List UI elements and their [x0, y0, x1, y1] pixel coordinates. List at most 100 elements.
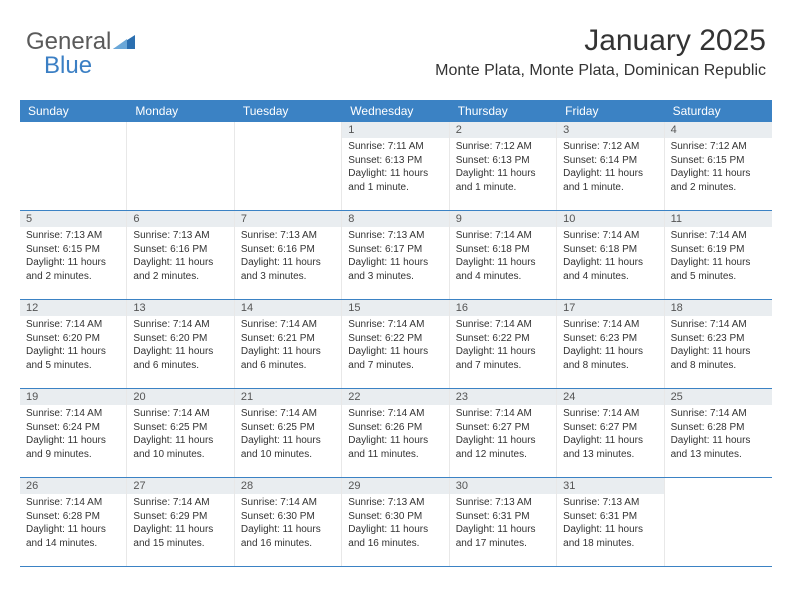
date-number: 4: [665, 122, 772, 138]
day-header: Saturday: [665, 100, 772, 122]
day-cell: 25 Sunrise: 7:14 AMSunset: 6:28 PMDayligh…: [665, 389, 772, 477]
sun-info: Sunrise: 7:14 AMSunset: 6:20 PMDaylight:…: [133, 318, 227, 372]
sunrise-line: Sunrise: 7:11 AM: [348, 140, 442, 154]
day-cell: 26Sunrise: 7:14 AMSunset: 6:28 PMDayligh…: [20, 478, 127, 566]
sunrise-line: Sunrise: 7:14 AM: [456, 407, 550, 421]
date-number: 26: [20, 478, 126, 494]
sunrise-line: Sunrise: 7:14 AM: [241, 407, 335, 421]
sunset-line: Sunset: 6:25 PM: [241, 421, 335, 435]
day-cell: 18Sunrise: 7:14 AMSunset: 6:23 PMDayligh…: [665, 300, 772, 388]
day-cell: 11Sunrise: 7:14 AMSunset: 6:19 PMDayligh…: [665, 211, 772, 299]
date-number: 14: [235, 300, 341, 316]
day-cell: [127, 122, 234, 210]
sunrise-line: Sunrise: 7:13 AM: [563, 496, 657, 510]
date-number: 25: [665, 389, 772, 405]
daylight-line: Daylight: 11 hours and 16 minutes.: [241, 523, 335, 550]
weeks-container: 1Sunrise: 7:11 AMSunset: 6:13 PMDaylight…: [20, 122, 772, 567]
day-cell: 16 Sunrise: 7:14 AMSunset: 6:22 PMDayligh…: [450, 300, 557, 388]
sunset-line: Sunset: 6:17 PM: [348, 243, 442, 257]
sunrise-line: Sunrise: 7:14 AM: [456, 229, 550, 243]
sunrise-line: Sunrise: 7:12 AM: [671, 140, 766, 154]
date-number: [235, 122, 341, 126]
date-number: 19: [20, 389, 126, 405]
week-row: 19Sunrise: 7:14 AMSunset: 6:24 PMDayligh…: [20, 389, 772, 478]
day-cell: 30Sunrise: 7:13 AMSunset: 6:31 PMDayligh…: [450, 478, 557, 566]
day-cell: 2Sunrise: 7:12 AMSunset: 6:13 PMDaylight…: [450, 122, 557, 210]
sun-info: Sunrise: 7:14 AMSunset: 6:21 PMDaylight:…: [241, 318, 335, 372]
day-header: Monday: [127, 100, 234, 122]
date-number: 28: [235, 478, 341, 494]
daylight-line: Daylight: 11 hours and 1 minute.: [348, 167, 442, 194]
calendar: Sunday Monday Tuesday Wednesday Thursday…: [20, 100, 772, 567]
date-number: 22: [342, 389, 448, 405]
logo-triangle-icon: [113, 31, 135, 54]
daylight-line: Daylight: 11 hours and 5 minutes.: [671, 256, 766, 283]
sun-info: Sunrise: 7:13 AMSunset: 6:31 PMDaylight:…: [563, 496, 657, 550]
sunrise-line: Sunrise: 7:14 AM: [671, 318, 766, 332]
sunset-line: Sunset: 6:24 PM: [26, 421, 120, 435]
day-cell: 27 Sunrise: 7:14 AMSunset: 6:29 PMDayligh…: [127, 478, 234, 566]
sun-info: Sunrise: 7:13 AMSunset: 6:16 PMDaylight:…: [133, 229, 227, 283]
daylight-line: Daylight: 11 hours and 9 minutes.: [26, 434, 120, 461]
date-number: 5: [20, 211, 126, 227]
sunset-line: Sunset: 6:25 PM: [133, 421, 227, 435]
sunset-line: Sunset: 6:28 PM: [671, 421, 766, 435]
daylight-line: Daylight: 11 hours and 16 minutes.: [348, 523, 442, 550]
sunrise-line: Sunrise: 7:14 AM: [563, 318, 657, 332]
date-number: 12: [20, 300, 126, 316]
sunset-line: Sunset: 6:23 PM: [563, 332, 657, 346]
week-row: 12 Sunrise: 7:14 AMSunset: 6:20 PMDayligh…: [20, 300, 772, 389]
sun-info: Sunrise: 7:14 AMSunset: 6:25 PMDaylight:…: [133, 407, 227, 461]
day-cell: 13Sunrise: 7:14 AMSunset: 6:20 PMDayligh…: [127, 300, 234, 388]
day-header: Tuesday: [235, 100, 342, 122]
daylight-line: Daylight: 11 hours and 8 minutes.: [563, 345, 657, 372]
date-number: 31: [557, 478, 663, 494]
daylight-line: Daylight: 11 hours and 15 minutes.: [133, 523, 227, 550]
date-number: 3: [557, 122, 663, 138]
daylight-line: Daylight: 11 hours and 18 minutes.: [563, 523, 657, 550]
day-cell: 23Sunrise: 7:14 AMSunset: 6:27 PMDayligh…: [450, 389, 557, 477]
sun-info: Sunrise: 7:14 AMSunset: 6:22 PMDaylight:…: [348, 318, 442, 372]
sunset-line: Sunset: 6:28 PM: [26, 510, 120, 524]
day-header: Sunday: [20, 100, 127, 122]
day-cell: 29Sunrise: 7:13 AMSunset: 6:30 PMDayligh…: [342, 478, 449, 566]
sun-info: Sunrise: 7:12 AMSunset: 6:14 PMDaylight:…: [563, 140, 657, 194]
sunset-line: Sunset: 6:26 PM: [348, 421, 442, 435]
date-number: 7: [235, 211, 341, 227]
daylight-line: Daylight: 11 hours and 10 minutes.: [241, 434, 335, 461]
date-number: 8: [342, 211, 448, 227]
day-cell: 12Sunrise: 7:14 AMSunset: 6:20 PMDayligh…: [20, 300, 127, 388]
daylight-line: Daylight: 11 hours and 10 minutes.: [133, 434, 227, 461]
sun-info: Sunrise: 7:14 AMSunset: 6:29 PMDaylight:…: [133, 496, 227, 550]
sun-info: Sunrise: 7:14 AMSunset: 6:23 PMDaylight:…: [563, 318, 657, 372]
week-row: 1Sunrise: 7:11 AMSunset: 6:13 PMDaylight…: [20, 122, 772, 211]
day-cell: [235, 122, 342, 210]
day-cell: [20, 122, 127, 210]
sun-info: Sunrise: 7:13 AMSunset: 6:31 PMDaylight:…: [456, 496, 550, 550]
day-cell: 9Sunrise: 7:14 AMSunset: 6:18 PMDaylight…: [450, 211, 557, 299]
sun-info: Sunrise: 7:13 AMSunset: 6:30 PMDaylight:…: [348, 496, 442, 550]
date-number: 16: [450, 300, 556, 316]
day-cell: 14 Sunrise: 7:14 AMSunset: 6:21 PMDayligh…: [235, 300, 342, 388]
sun-info: Sunrise: 7:14 AMSunset: 6:28 PMDaylight:…: [671, 407, 766, 461]
sunrise-line: Sunrise: 7:14 AM: [133, 496, 227, 510]
sunrise-line: Sunrise: 7:14 AM: [348, 318, 442, 332]
daylight-line: Daylight: 11 hours and 2 minutes.: [671, 167, 766, 194]
day-cell: [665, 478, 772, 566]
date-number: 23: [450, 389, 556, 405]
sunrise-line: Sunrise: 7:14 AM: [563, 407, 657, 421]
day-cell: 28Sunrise: 7:14 AMSunset: 6:30 PMDayligh…: [235, 478, 342, 566]
sunrise-line: Sunrise: 7:13 AM: [456, 496, 550, 510]
day-cell: 7Sunrise: 7:13 AMSunset: 6:16 PMDaylight…: [235, 211, 342, 299]
day-cell: 15Sunrise: 7:14 AMSunset: 6:22 PMDayligh…: [342, 300, 449, 388]
date-number: 21: [235, 389, 341, 405]
sunrise-line: Sunrise: 7:14 AM: [26, 318, 120, 332]
sunrise-line: Sunrise: 7:12 AM: [456, 140, 550, 154]
day-cell: 4Sunrise: 7:12 AMSunset: 6:15 PMDaylight…: [665, 122, 772, 210]
sunrise-line: Sunrise: 7:14 AM: [133, 407, 227, 421]
date-number: 27: [127, 478, 233, 494]
sun-info: Sunrise: 7:14 AMSunset: 6:22 PMDaylight:…: [456, 318, 550, 372]
date-number: 11: [665, 211, 772, 227]
day-cell: 3 Sunrise: 7:12 AMSunset: 6:14 PMDaylight…: [557, 122, 664, 210]
date-number: 24: [557, 389, 663, 405]
